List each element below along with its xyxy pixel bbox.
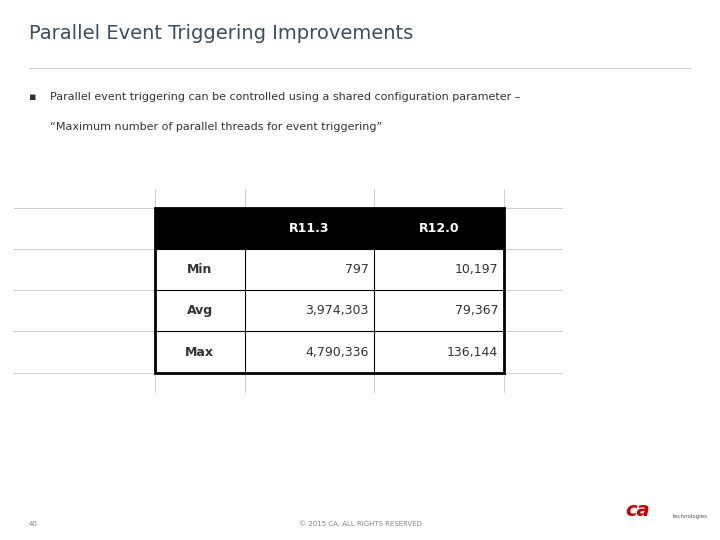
Text: “Maximum number of parallel threads for event triggering”: “Maximum number of parallel threads for …	[50, 122, 382, 132]
Text: technologies: technologies	[673, 515, 708, 519]
Text: R11.3: R11.3	[289, 222, 330, 235]
Text: ca: ca	[625, 501, 649, 520]
Text: Parallel event triggering can be controlled using a shared configuration paramet: Parallel event triggering can be control…	[50, 92, 521, 102]
Bar	[155, 208, 504, 249]
Text: 40: 40	[29, 521, 37, 526]
Text: 4,790,336: 4,790,336	[305, 346, 369, 359]
Text: Min: Min	[187, 263, 212, 276]
Bar	[155, 208, 504, 373]
Text: 797: 797	[345, 263, 369, 276]
Text: Parallel Event Triggering Improvements: Parallel Event Triggering Improvements	[29, 24, 413, 43]
Text: Avg: Avg	[186, 305, 213, 318]
Text: R12.0: R12.0	[419, 222, 459, 235]
Text: 136,144: 136,144	[447, 346, 498, 359]
Text: © 2015 CA. ALL RIGHTS RESERVED: © 2015 CA. ALL RIGHTS RESERVED	[299, 521, 421, 526]
Text: Max: Max	[185, 346, 215, 359]
Text: ▪: ▪	[29, 92, 36, 102]
Text: 79,367: 79,367	[454, 305, 498, 318]
Text: 10,197: 10,197	[454, 263, 498, 276]
Text: 3,974,303: 3,974,303	[305, 305, 369, 318]
